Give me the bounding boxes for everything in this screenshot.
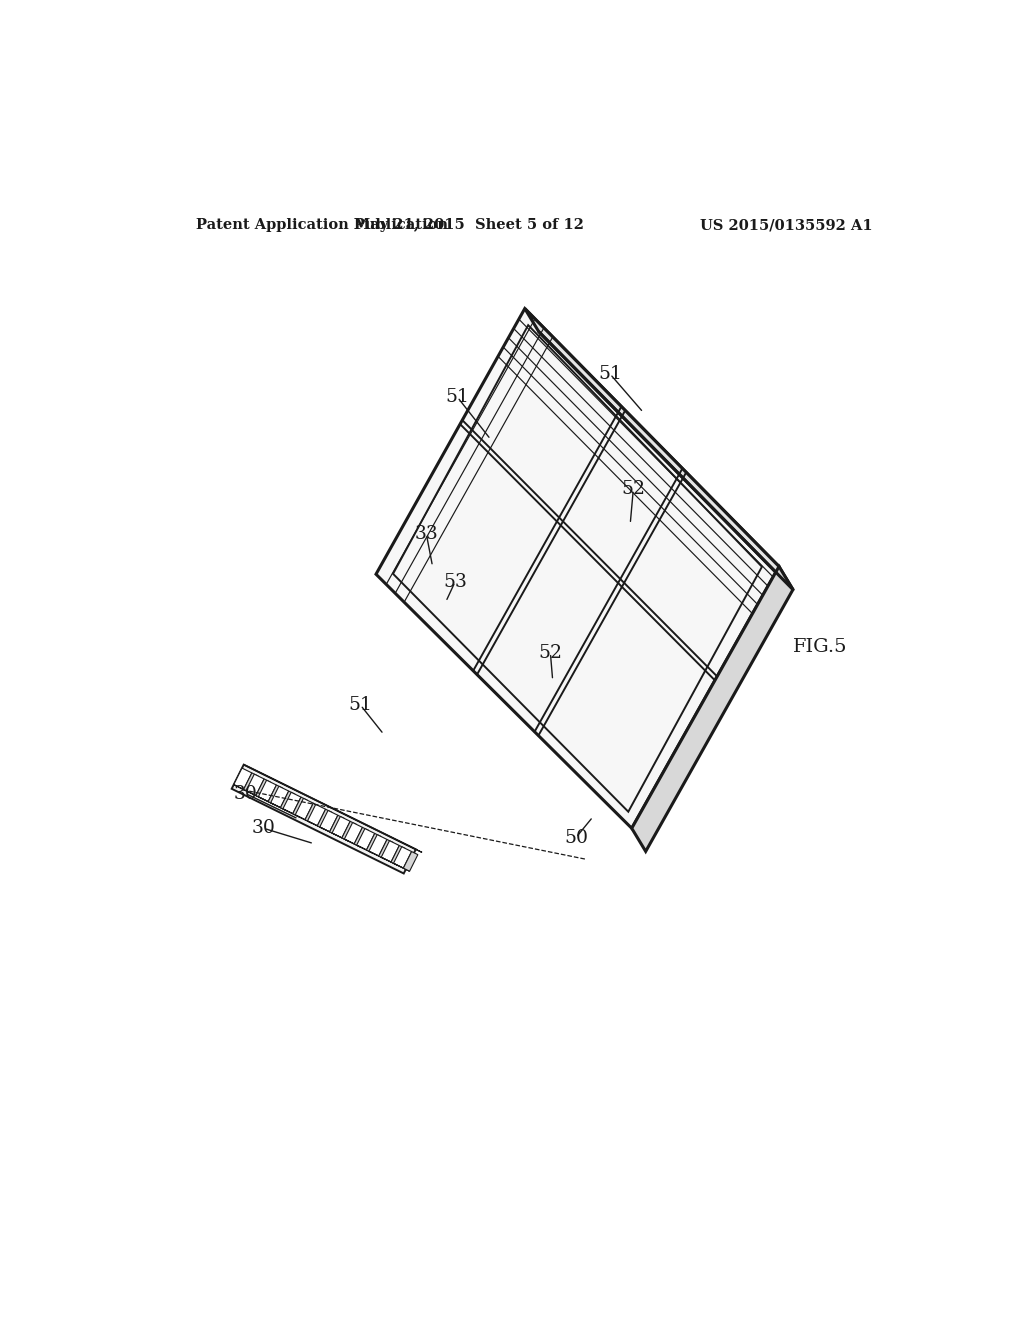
Polygon shape	[295, 799, 313, 820]
Polygon shape	[231, 764, 416, 874]
Polygon shape	[330, 816, 344, 836]
Polygon shape	[381, 841, 399, 862]
Polygon shape	[244, 774, 258, 792]
Polygon shape	[319, 828, 336, 836]
Polygon shape	[342, 821, 356, 841]
Text: 50: 50	[564, 829, 588, 846]
Text: 30: 30	[233, 784, 258, 803]
Polygon shape	[293, 797, 307, 817]
Polygon shape	[270, 803, 287, 810]
Text: 52: 52	[539, 644, 562, 661]
Polygon shape	[233, 784, 250, 792]
Polygon shape	[332, 817, 350, 838]
Polygon shape	[369, 851, 385, 859]
Polygon shape	[246, 774, 264, 796]
Polygon shape	[369, 834, 387, 857]
Polygon shape	[332, 833, 348, 841]
Polygon shape	[281, 791, 295, 810]
Polygon shape	[354, 828, 369, 847]
Polygon shape	[295, 814, 311, 822]
Text: 51: 51	[598, 366, 622, 383]
Polygon shape	[393, 863, 410, 871]
Polygon shape	[376, 309, 779, 829]
Text: 51: 51	[445, 388, 469, 407]
Text: FIG.5: FIG.5	[793, 639, 848, 656]
Polygon shape	[307, 821, 324, 829]
Polygon shape	[305, 803, 319, 822]
Polygon shape	[356, 845, 373, 853]
Polygon shape	[379, 840, 393, 859]
Polygon shape	[270, 787, 289, 808]
Text: 53: 53	[443, 573, 467, 591]
Polygon shape	[344, 840, 360, 847]
Polygon shape	[283, 809, 299, 817]
Text: 30: 30	[252, 820, 275, 837]
Polygon shape	[307, 804, 326, 826]
Polygon shape	[244, 764, 422, 853]
Polygon shape	[258, 797, 274, 805]
Polygon shape	[283, 792, 301, 813]
Polygon shape	[381, 857, 397, 865]
Polygon shape	[268, 785, 283, 805]
Polygon shape	[403, 851, 418, 871]
Text: 52: 52	[622, 480, 645, 499]
Text: 33: 33	[415, 525, 438, 543]
Polygon shape	[356, 829, 375, 850]
Polygon shape	[632, 566, 793, 851]
Text: 51: 51	[348, 696, 373, 714]
Polygon shape	[258, 780, 276, 801]
Polygon shape	[391, 846, 406, 865]
Polygon shape	[256, 779, 270, 799]
Polygon shape	[393, 846, 412, 869]
Text: Patent Application Publication: Patent Application Publication	[197, 218, 449, 232]
Polygon shape	[367, 833, 381, 853]
Text: May 21, 2015  Sheet 5 of 12: May 21, 2015 Sheet 5 of 12	[354, 218, 584, 232]
Polygon shape	[317, 809, 332, 829]
Polygon shape	[319, 810, 338, 832]
Polygon shape	[344, 822, 362, 843]
Text: US 2015/0135592 A1: US 2015/0135592 A1	[700, 218, 872, 232]
Polygon shape	[524, 309, 793, 590]
Polygon shape	[233, 768, 252, 789]
Polygon shape	[246, 791, 262, 799]
